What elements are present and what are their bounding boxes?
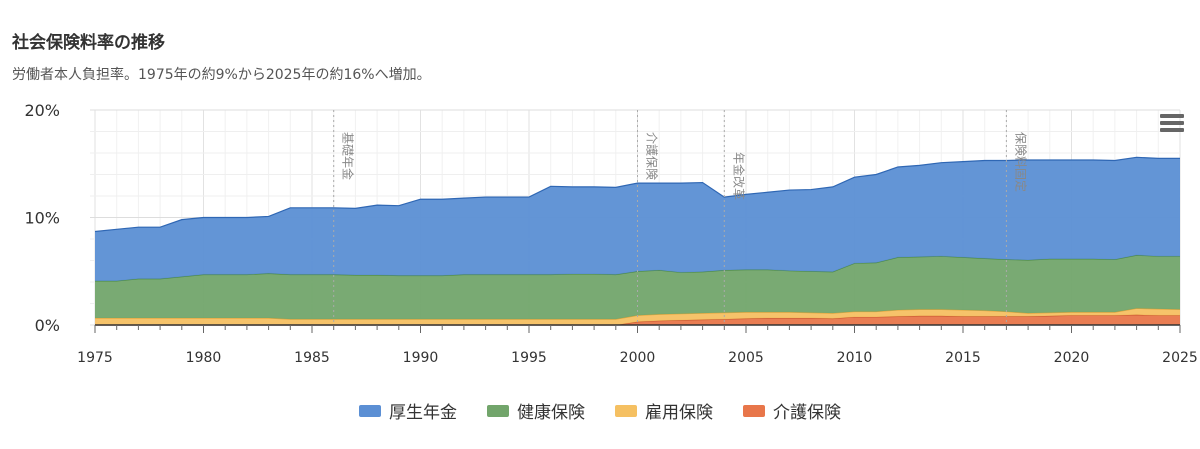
legend-swatch-health (487, 404, 509, 417)
area-edge-3 (94, 156, 1180, 233)
y-tick-label: 10% (24, 209, 60, 228)
y-tick-label: 20% (24, 101, 60, 120)
x-tick-label: 1980 (186, 350, 222, 366)
legend-swatch-care (743, 404, 765, 417)
area-series-0 (95, 314, 1180, 325)
x-tick-label: 1985 (294, 350, 330, 366)
legend-label-care: 介護保険 (773, 403, 841, 423)
chart-title: 社会保険料率の推移 (12, 33, 165, 53)
plot-line-label: 年金改革 (731, 152, 746, 200)
chart-legend: 厚生年金 健康保険 雇用保険 介護保険 (0, 398, 1200, 423)
legend-swatch-pension (359, 404, 381, 417)
y-tick-label: 0% (35, 316, 60, 335)
legend-item-pension[interactable]: 厚生年金 (359, 398, 457, 423)
plot-line-label: 介護保険 (645, 132, 660, 180)
legend-label-pension: 厚生年金 (389, 403, 457, 423)
legend-label-health: 健康保険 (517, 403, 585, 423)
x-tick-label: 2020 (1054, 350, 1090, 366)
x-tick-label: 2000 (620, 350, 656, 366)
legend-item-employment[interactable]: 雇用保険 (615, 398, 713, 423)
x-tick-label: 1995 (511, 350, 547, 366)
x-tick-label: 2010 (837, 350, 873, 366)
plot-line-label: 基礎年金 (341, 132, 356, 180)
legend-swatch-employment (615, 404, 637, 417)
hamburger-menu-icon[interactable] (1158, 112, 1186, 136)
legend-item-health[interactable]: 健康保険 (487, 398, 585, 423)
x-tick-label: 1990 (403, 350, 439, 366)
x-tick-label: 2015 (945, 350, 981, 366)
plot-line-label: 保険料固定 (1013, 132, 1028, 192)
x-tick-label: 2005 (728, 350, 764, 366)
area-series-3 (95, 157, 1180, 281)
area-series-2 (95, 255, 1180, 320)
x-tick-label: 1975 (77, 350, 113, 366)
chart-subtitle: 労働者本人負担率。1975年の約9%から2025年の約16%へ増加。 (12, 67, 431, 83)
legend-item-care[interactable]: 介護保険 (743, 398, 841, 423)
x-tick-label: 2025 (1162, 350, 1198, 366)
legend-label-employment: 雇用保険 (645, 403, 713, 423)
